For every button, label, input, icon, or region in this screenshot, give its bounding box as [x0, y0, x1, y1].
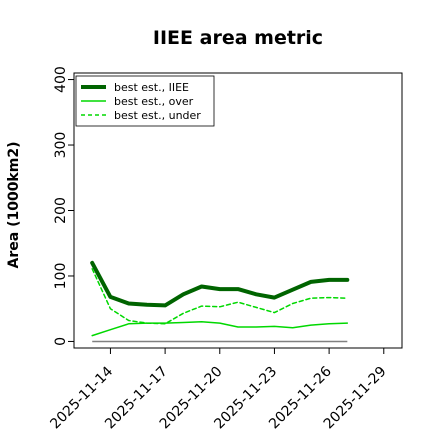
- series-layer: [90, 260, 350, 343]
- y-tick-label: 200: [53, 197, 69, 224]
- series-line-2: [91, 268, 349, 325]
- series-line-0: [90, 260, 350, 308]
- y-tick-label: 0: [53, 337, 69, 346]
- chart-title: IIEE area metric: [153, 27, 323, 49]
- y-tick-label: 100: [53, 263, 69, 290]
- y-axis-label: Area (1000km2): [6, 142, 22, 269]
- series-line-1: [91, 321, 349, 337]
- legend-label-1: best est., over: [114, 95, 194, 108]
- y-tick-label: 400: [53, 66, 69, 93]
- legend-label-0: best est., IIEE: [114, 81, 189, 94]
- y-tick-label: 300: [53, 132, 69, 159]
- legend-label-2: best est., under: [114, 109, 201, 122]
